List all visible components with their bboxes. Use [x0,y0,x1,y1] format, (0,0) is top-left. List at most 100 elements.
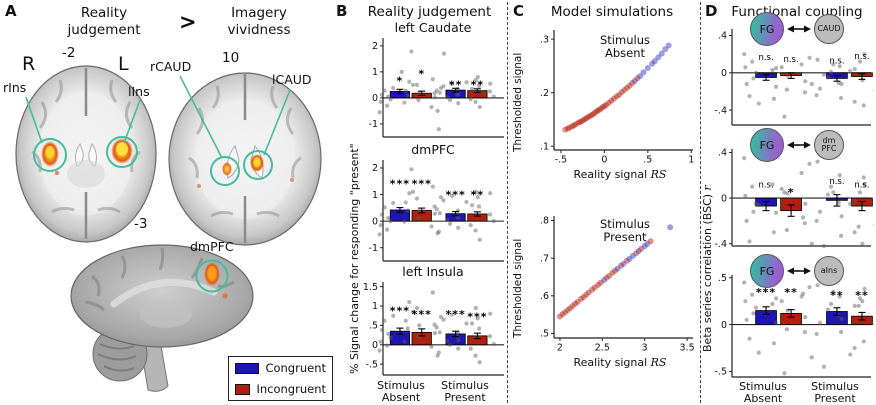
hemisphere-label-right: R [22,53,36,75]
c1-xlabel: Reality signal RS [573,168,667,181]
sim-point [644,65,651,72]
data-point [809,81,814,87]
data-point [817,86,823,91]
data-point [468,97,473,102]
y-tick-label: .8 [540,216,549,227]
data-point [756,101,761,106]
brain-axial-slice-insula [15,65,157,243]
data-point [743,299,748,304]
d-xlabel-absent: Stimulus Absent [739,380,787,405]
data-point [848,352,853,357]
significance-marks: *** ****** ** [390,177,483,201]
data-point [379,212,384,217]
data-point [852,345,857,351]
simulation-points [556,224,674,320]
data-point [410,309,416,314]
data-point [456,215,461,221]
data-point [852,66,857,72]
data-point [405,326,410,331]
annotation-rIns: rIns [3,80,27,95]
data-point [382,205,387,210]
data-point [430,184,435,189]
data-point [848,201,853,206]
data-point [825,307,831,312]
data-point [785,191,790,196]
simulation-points [562,42,672,133]
error-bars [762,72,866,82]
y-tick-label: -.4 [715,239,728,248]
sim-point [665,42,672,49]
data-point [743,193,748,198]
data-point [825,192,831,197]
data-point [815,57,820,62]
data-point [744,317,749,323]
error-bars [396,87,481,96]
data-point [817,320,823,325]
subject-points [377,167,496,242]
data-point [848,68,853,74]
left-insula-plot: 1.51.50-.5*** *** *** *** [363,282,504,376]
b-xlabel-absent: Stimulus Absent [377,379,425,405]
data-point [437,211,442,216]
coupling-diagram-dmpfc: FG dm PFC [750,128,844,162]
data-point [814,93,819,98]
y-tick-label: 0 [721,193,727,204]
data-point [773,296,779,301]
data-point [751,311,756,316]
data-point [747,336,752,341]
data-point [861,175,866,180]
data-point [782,114,787,119]
data-point [744,218,749,223]
data-point [862,52,867,57]
data-point [487,334,493,339]
data-point [435,230,440,236]
data-point [430,290,435,295]
sig-label: *** [390,177,410,190]
data-point [476,326,482,331]
panel-b-label: B [336,2,348,20]
data-point [456,346,461,351]
data-point [770,182,775,187]
sig-label: n.s. [854,180,869,190]
significance-marks: **** ** [397,67,484,91]
x-tick-label: 2 [557,343,563,354]
data-point [386,331,391,337]
y-tick-label: .4 [718,31,727,42]
data-point [414,305,420,311]
data-point [743,65,748,70]
data-point [837,294,842,299]
brain-sagittal-slice [70,244,254,392]
data-point [378,339,383,344]
data-point [473,353,478,358]
data-point [873,223,876,228]
significance-marks: *** *** *** *** [390,305,487,324]
data-point [410,189,416,194]
sim-present-plot: .8 .7 .6 .5 2 2.5 3 3.5 [540,216,695,354]
data-point [468,346,473,351]
error-bars [396,207,481,217]
sig-label: n.s. [829,57,844,67]
data-point [800,215,806,220]
data-point [438,85,444,91]
data-point [377,110,382,115]
data-point [821,243,827,249]
data-point [388,219,393,224]
c1-subtitle: Stimulus Absent [600,33,650,60]
data-point [477,104,482,110]
c1-ylabel: Thresholded signal [512,52,524,152]
data-point [839,81,844,87]
chart-title: left Caudate [394,20,472,35]
data-point [821,364,827,369]
subject-points [377,290,496,365]
data-point [856,303,861,308]
data-point [836,80,841,86]
data-point [475,74,480,80]
data-point [473,78,478,83]
data-point [814,331,819,337]
data-point [809,241,814,246]
data-point [403,200,408,205]
data-point [402,339,407,344]
c2-ylabel: Thresholded signal [512,238,524,338]
y-tick-label: .5 [369,321,378,332]
data-point [477,237,482,242]
